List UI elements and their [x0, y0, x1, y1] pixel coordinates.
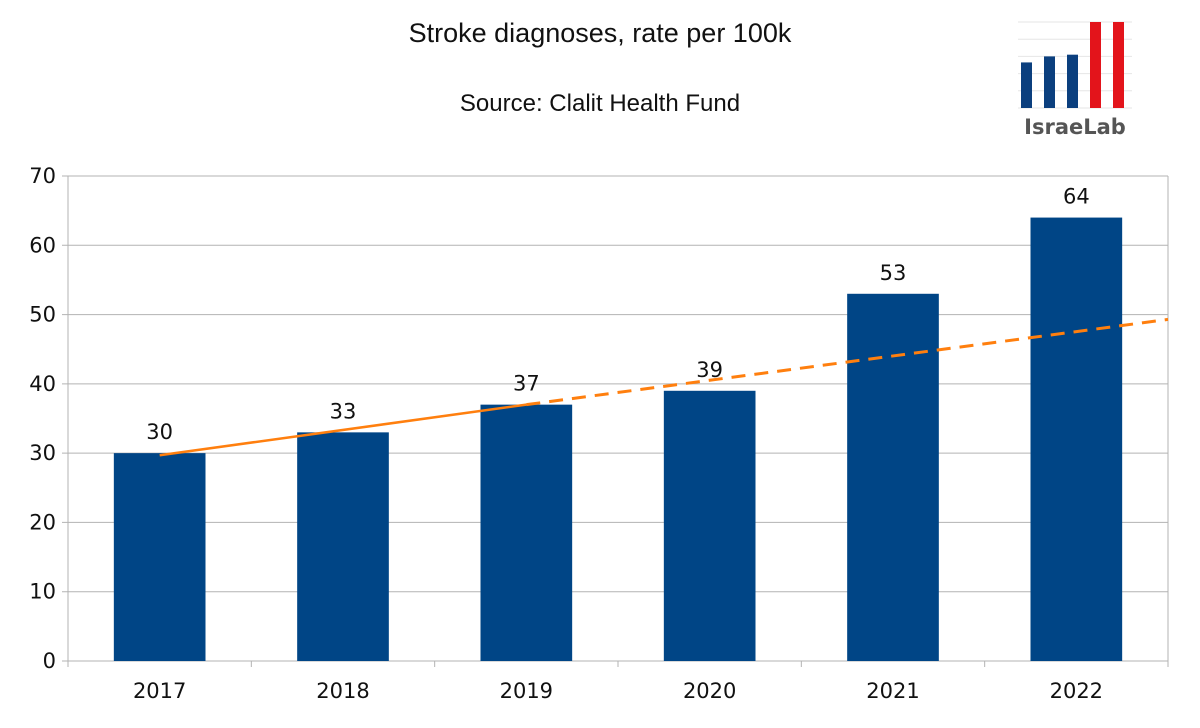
trendline-solid [159, 403, 527, 457]
y-tick-label: 20 [29, 510, 56, 534]
bar-2020 [663, 390, 756, 661]
bar-2022 [1030, 217, 1123, 662]
data-label-2018: 33 [330, 399, 357, 423]
data-label-2019: 37 [513, 372, 540, 396]
y-tick-label: 0 [43, 649, 56, 673]
bar-2021 [847, 293, 939, 661]
y-tick-label: 50 [29, 303, 56, 327]
data-label-2022: 64 [1063, 185, 1090, 209]
bar-2018 [297, 432, 389, 661]
x-tick-label-2020: 2020 [683, 679, 736, 703]
y-tick-label: 30 [29, 441, 56, 465]
data-label-2020: 39 [696, 358, 723, 382]
data-label-2017: 30 [146, 420, 173, 444]
trendline-dashed [526, 317, 1169, 407]
bar-2019 [480, 404, 573, 661]
x-tick-label-2022: 2022 [1050, 679, 1103, 703]
logo-text: IsraeLab [1024, 115, 1126, 139]
chart-subtitle: Source: Clalit Health Fund [459, 90, 741, 117]
x-tick-label-2019: 2019 [500, 679, 553, 703]
x-tick-label-2017: 2017 [133, 679, 186, 703]
axes [67, 176, 1169, 667]
x-tick-label-2021: 2021 [866, 679, 919, 703]
trendline [159, 317, 1169, 457]
y-tick-label: 40 [29, 372, 56, 396]
israelab-logo: IsraeLab [1018, 21, 1132, 139]
y-tick-label: 10 [29, 580, 56, 604]
gridlines [62, 175, 1168, 662]
data-label-2021: 53 [880, 261, 907, 285]
logo-bar [1044, 56, 1055, 108]
logo-bar [1113, 22, 1124, 108]
chart-title: Stroke diagnoses, rate per 100k [408, 18, 792, 48]
y-tick-label: 70 [29, 164, 56, 188]
logo-bar [1021, 62, 1032, 108]
logo-bar [1067, 54, 1078, 108]
bar-2017 [113, 453, 206, 661]
x-tick-label-2018: 2018 [316, 679, 369, 703]
data-labels: 30 33 37 39 53 64 [146, 185, 1089, 445]
tick-labels: 0 10 20 30 40 50 60 70 2017 2018 2019 2020 2021 2022 [29, 164, 1103, 703]
bars [113, 217, 1123, 662]
y-tick-label: 60 [29, 233, 56, 257]
logo-bar [1090, 22, 1101, 108]
